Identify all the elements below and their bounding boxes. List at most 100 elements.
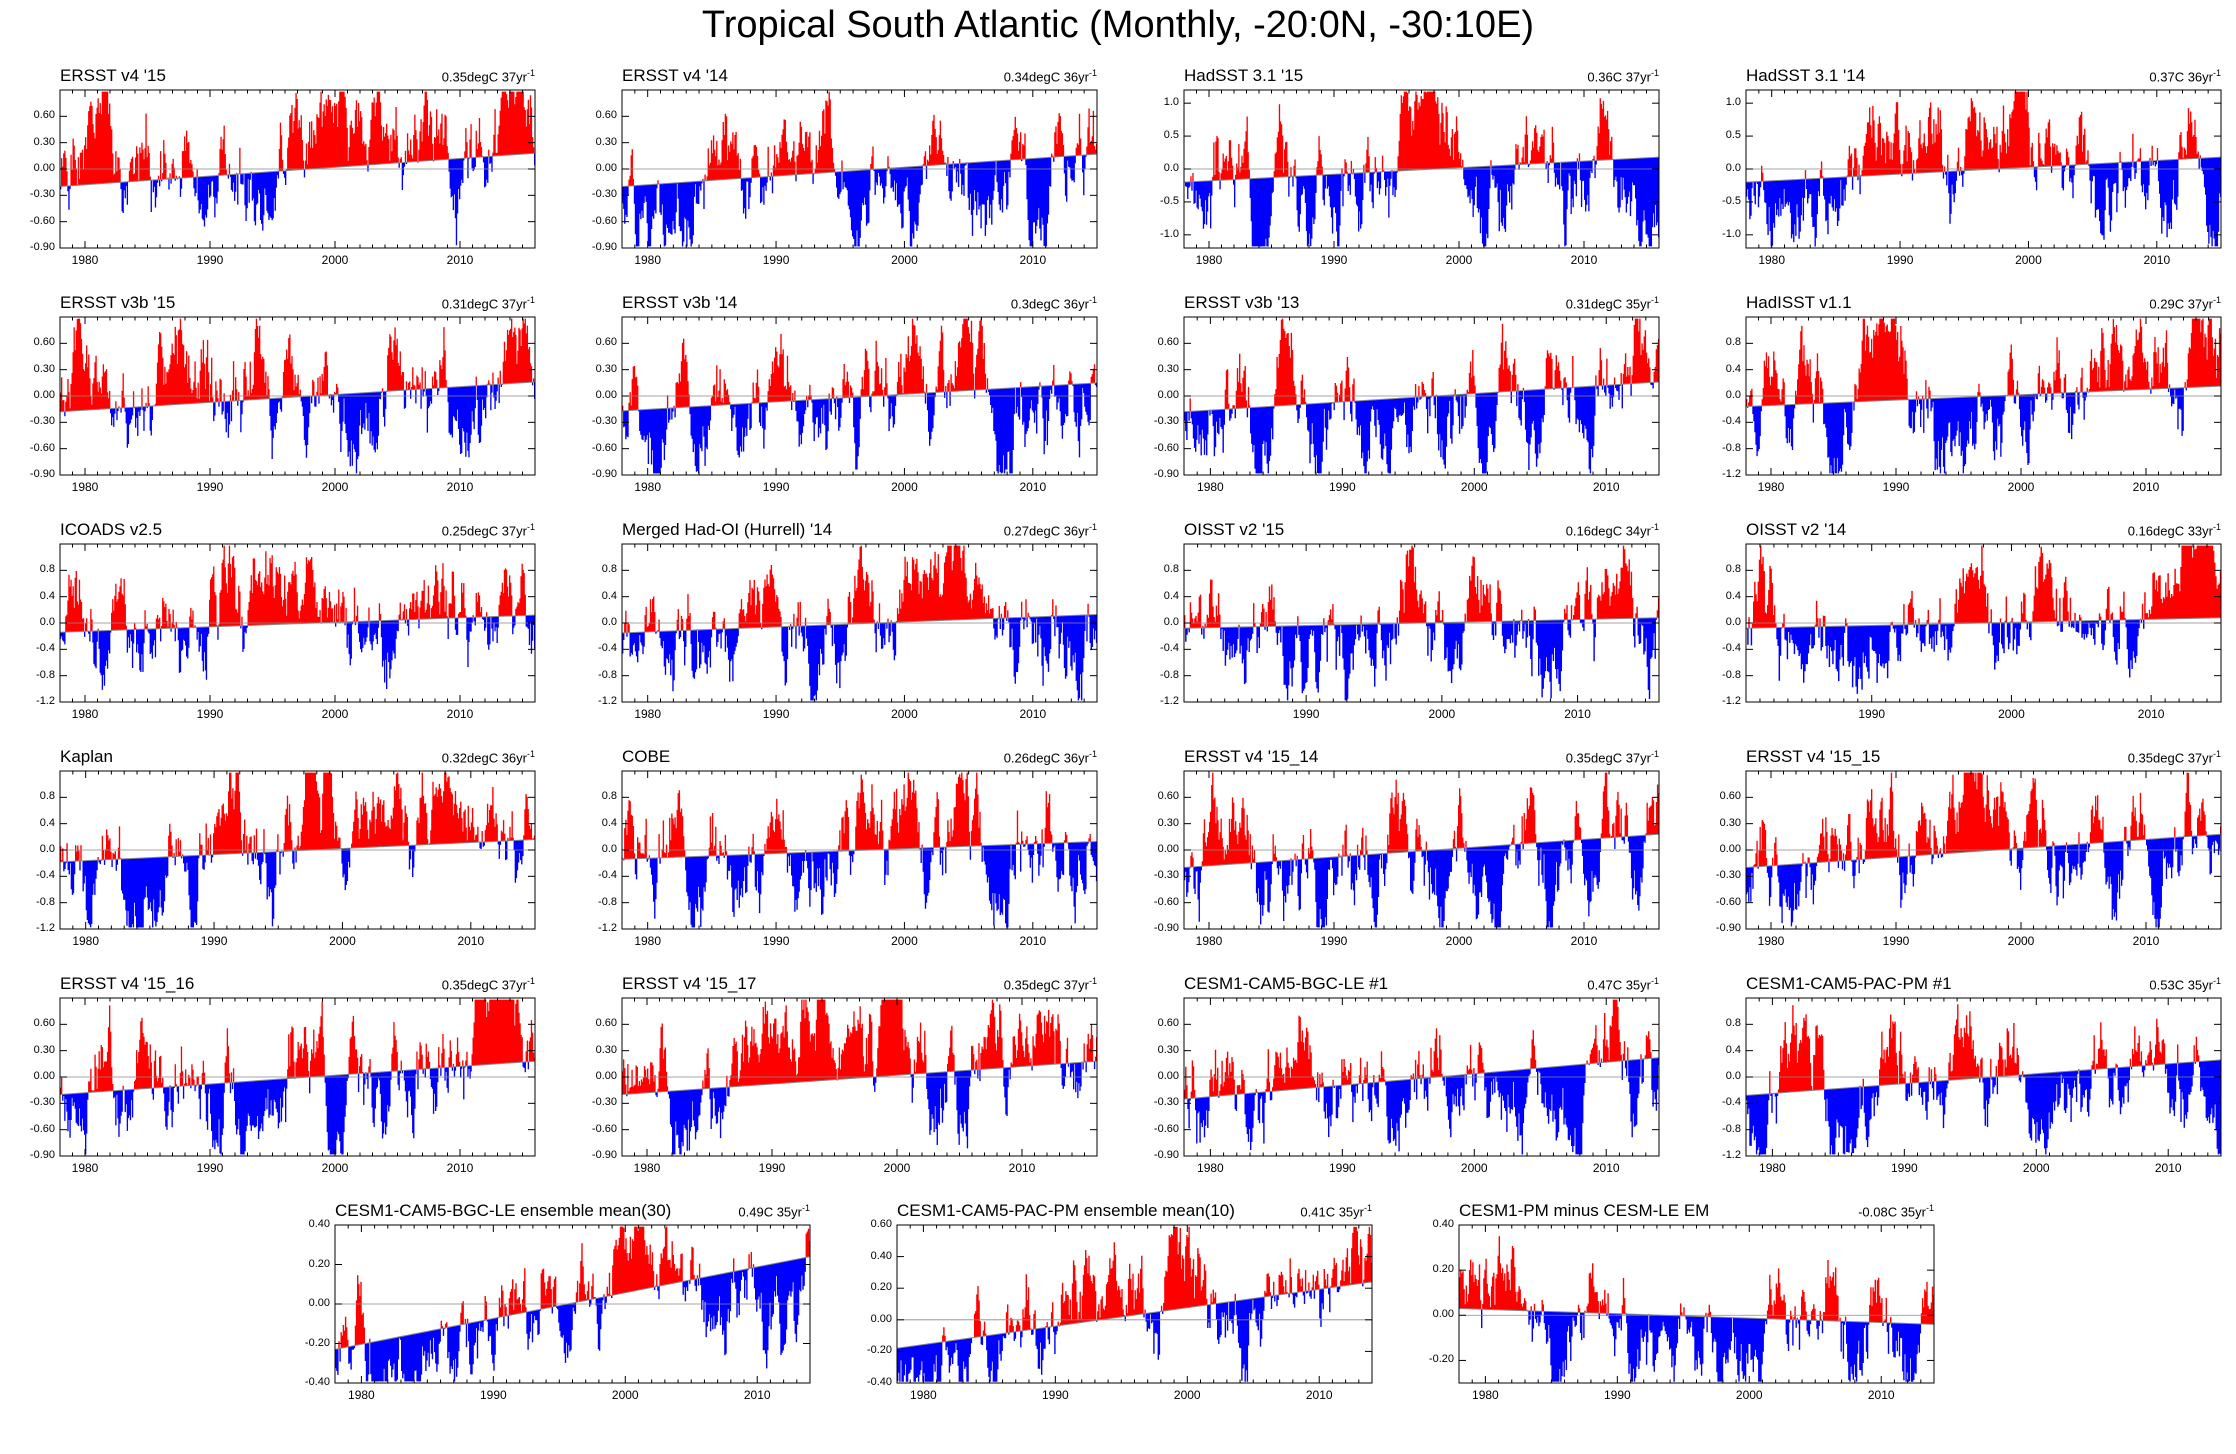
plot-area xyxy=(621,997,1098,1157)
trend-line xyxy=(59,381,536,413)
y-tick-label: 0.0 xyxy=(1725,162,1741,174)
trend-line xyxy=(59,614,536,633)
trend-line xyxy=(1745,156,2222,183)
y-tick-label: -0.30 xyxy=(1153,1096,1179,1109)
trend-line xyxy=(59,838,536,863)
y-tick-label: 0.0 xyxy=(1163,616,1179,628)
chart-panel: ERSST v4 '15_17 0.35degC 37yr-1 0.60 0.30 0.… xyxy=(567,972,1102,1180)
negative-anomaly-area xyxy=(1746,619,2145,694)
y-tick-label: 0.60 xyxy=(33,1017,55,1030)
y-tick-label: -0.4 xyxy=(598,869,617,882)
y-tick-label: 0.30 xyxy=(1157,816,1179,829)
y-tick-label: -0.20 xyxy=(866,1344,892,1357)
trend-line xyxy=(59,1060,536,1096)
x-tick-label: 2000 xyxy=(321,253,349,267)
negative-anomaly-area xyxy=(63,840,524,928)
positive-anomaly-area xyxy=(1189,318,1660,412)
y-tick-label: 0.00 xyxy=(33,1070,55,1082)
positive-anomaly-area xyxy=(1190,772,1660,868)
x-tick-label: 1990 xyxy=(1886,253,1914,267)
positive-anomaly-area xyxy=(1753,772,2222,867)
x-tick-label: 2000 xyxy=(1735,1388,1763,1402)
x-tick-label: 2010 xyxy=(2132,480,2160,494)
y-tick-label: -0.4 xyxy=(1722,1096,1741,1109)
plot-area xyxy=(1745,89,2222,249)
y-tick-label: 0.4 xyxy=(601,816,617,829)
y-tick-label: 0.20 xyxy=(870,1281,892,1294)
y-tick-label: -0.30 xyxy=(591,188,617,201)
y-tick-label: -0.20 xyxy=(304,1336,330,1349)
panel-title: ERSST v4 '15_15 xyxy=(1746,747,1881,766)
trend-value: 0.41C 35yr xyxy=(1300,1204,1364,1220)
panel-title: COBE xyxy=(622,747,671,766)
trend-line xyxy=(1183,1057,1660,1100)
x-tick-label: 1990 xyxy=(1320,934,1348,948)
trend-unit: -1 xyxy=(1650,749,1659,759)
y-tick-label: -0.90 xyxy=(29,468,55,480)
x-tick-label: 2010 xyxy=(1592,1161,1620,1175)
x-tick-label: 2010 xyxy=(1019,934,1047,948)
y-tick-label: -0.8 xyxy=(1160,668,1179,681)
positive-anomaly-area xyxy=(622,318,1096,411)
x-tick-label: 1990 xyxy=(762,934,790,948)
positive-anomaly-area xyxy=(65,545,526,632)
y-tick-label: 0.60 xyxy=(1157,336,1179,349)
trend-value: 0.35degC 37yr xyxy=(441,977,527,993)
x-tick-label: 2010 xyxy=(1008,1161,1036,1175)
positive-anomaly-area xyxy=(1190,91,1614,182)
x-tick-label: 1990 xyxy=(762,253,790,267)
plot-area xyxy=(621,89,1098,249)
y-tick-label: 0.00 xyxy=(1157,389,1179,401)
trend-label: 0.31degC 35yr-1 xyxy=(1566,295,1659,311)
y-tick-label: -0.30 xyxy=(1715,869,1741,882)
x-tick-label: 1990 xyxy=(196,480,224,494)
plot-area xyxy=(59,770,536,930)
trend-value: 0.35degC 37yr xyxy=(1003,977,1089,993)
y-tick-label: 0.0 xyxy=(39,843,55,855)
trend-label: 0.35degC 37yr-1 xyxy=(2128,749,2221,765)
panel-title: CESM1-PM minus CESM-LE EM xyxy=(1459,1201,1710,1220)
x-tick-label: 1990 xyxy=(200,934,228,948)
x-tick-label: 1980 xyxy=(634,707,662,721)
x-tick-label: 1990 xyxy=(1328,480,1356,494)
x-tick-label: 1990 xyxy=(1890,1161,1918,1175)
y-tick-label: -0.30 xyxy=(29,415,55,428)
chart-panel: HadSST 3.1 '14 0.37C 36yr-1 1.0 0.5 0.0 -0.5 -… xyxy=(1691,64,2226,272)
y-tick-label: -0.8 xyxy=(36,668,55,681)
chart-panel: OISST v2 '15 0.16degC 34yr-1 0.8 0.4 0.0 -0.4… xyxy=(1129,518,1664,726)
y-tick-label: 1.0 xyxy=(1725,96,1741,109)
y-tick-label: -0.90 xyxy=(1153,1149,1179,1161)
y-tick-label: 0.60 xyxy=(870,1218,892,1230)
y-tick-label: -0.8 xyxy=(598,895,617,908)
x-tick-label: 2010 xyxy=(1570,934,1598,948)
positive-anomaly-area xyxy=(622,772,1091,860)
negative-anomaly-area xyxy=(897,1283,1364,1382)
negative-anomaly-area xyxy=(622,154,1087,247)
figure-title: Tropical South Atlantic (Monthly, -20:0N… xyxy=(701,4,1535,46)
x-tick-label: 1980 xyxy=(634,934,662,948)
trend-label: 0.53C 35yr-1 xyxy=(2149,976,2221,992)
y-tick-label: 0.8 xyxy=(39,790,55,803)
y-tick-label: -0.8 xyxy=(1722,441,1741,454)
x-tick-label: 1980 xyxy=(1757,934,1785,948)
chart-panel: Merged Had-OI (Hurrell) '14 0.27degC 36yr… xyxy=(567,518,1102,726)
y-tick-label: -0.60 xyxy=(1153,1122,1179,1135)
trend-line xyxy=(896,1281,1373,1349)
y-tick-label: -1.2 xyxy=(1160,695,1179,707)
negative-anomaly-area xyxy=(626,1061,1096,1155)
y-tick-label: 0.30 xyxy=(595,362,617,375)
y-tick-label: -0.90 xyxy=(591,468,617,480)
negative-anomaly-area xyxy=(1185,617,1658,701)
trend-label: 0.31degC 37yr-1 xyxy=(442,295,535,311)
x-tick-label: 1990 xyxy=(762,480,790,494)
y-tick-label: 0.00 xyxy=(1157,1070,1179,1082)
y-tick-label: 0.5 xyxy=(1163,129,1179,142)
chart-panel: ERSST v3b '13 0.31degC 35yr-1 0.60 0.30 0.00… xyxy=(1129,291,1664,499)
trend-value: 0.47C 35yr xyxy=(1587,977,1651,993)
x-tick-label: 1990 xyxy=(1858,707,1886,721)
x-tick-label: 1980 xyxy=(634,480,662,494)
trend-line xyxy=(621,1060,1098,1096)
trend-value: 0.53C 35yr xyxy=(2149,977,2213,993)
chart-panel: HadSST 3.1 '15 0.36C 37yr-1 1.0 0.5 0.0 -0.5 -… xyxy=(1129,64,1664,272)
trend-line xyxy=(1458,1308,1935,1325)
